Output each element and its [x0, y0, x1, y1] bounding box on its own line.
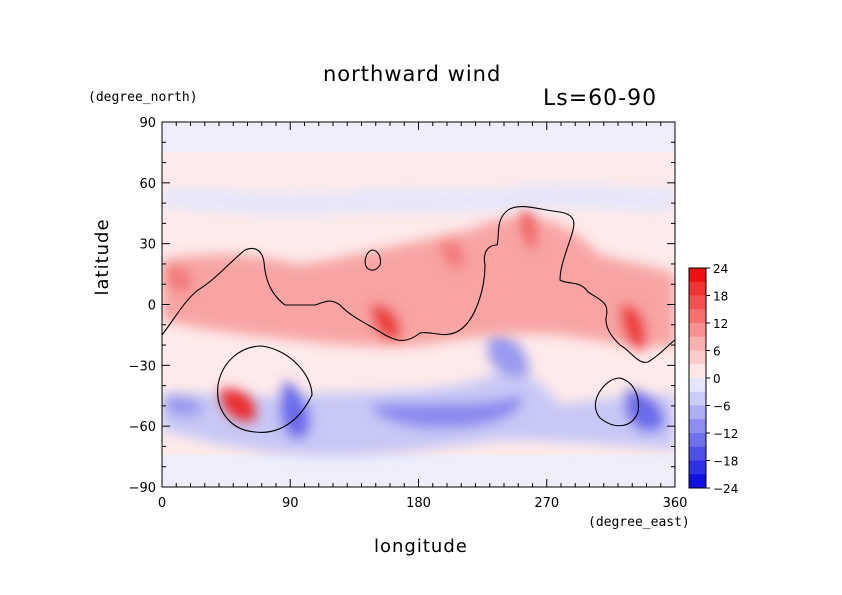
warm-core-n	[440, 239, 465, 271]
colorbar-swatch	[689, 281, 706, 296]
pale-blue-north	[162, 183, 675, 216]
colorbar-swatch	[689, 446, 706, 461]
contour-field	[162, 122, 675, 487]
plot-area	[161, 121, 676, 488]
cold-west	[165, 394, 205, 417]
season-label: Ls=60-90	[543, 86, 658, 111]
colorbar-swatch	[689, 309, 706, 324]
contour-south-west-loop	[217, 345, 313, 433]
chart-title: northward wind	[323, 62, 502, 86]
x-tick-label: 360	[663, 496, 688, 511]
colorbar-label: 24	[713, 262, 728, 276]
cold-core-ne	[488, 334, 530, 378]
y-tick-label: −30	[129, 359, 156, 374]
cold-core-mid	[370, 395, 522, 429]
warm-core-east	[620, 304, 647, 351]
warm-band	[162, 216, 675, 347]
y-tick-label: 90	[139, 116, 156, 131]
colorbar-label: −6	[713, 400, 731, 414]
y-axis: 90 60 30 0 −30 −60 −90	[129, 116, 675, 496]
warm-core-ne	[519, 205, 537, 250]
y-tick-label: 0	[148, 299, 156, 314]
colorbar-swatch	[689, 364, 706, 379]
cold-core-east	[625, 390, 665, 433]
colorbar-label: −24	[713, 482, 738, 496]
colorbar-label: 0	[713, 372, 721, 386]
x-tick-label: 180	[406, 496, 431, 511]
colorbar-swatch	[689, 433, 706, 448]
colorbar-label: 6	[713, 345, 721, 359]
colorbar-label: −12	[713, 427, 738, 441]
y-tick-label: −60	[129, 420, 156, 435]
colorbar-swatch	[689, 391, 706, 406]
colorbar-label: −18	[713, 455, 738, 469]
colorbar-label: 12	[713, 317, 728, 331]
colorbar-swatch	[689, 419, 706, 434]
y-tick-label: −90	[129, 481, 156, 496]
warm-spot-sw	[220, 389, 256, 421]
x-axis: 0 90 180 270 360	[158, 122, 688, 511]
topography-contours	[162, 206, 675, 433]
colorbar-swatch	[689, 268, 706, 283]
colorbar-swatch	[689, 323, 706, 338]
x-tick-label: 0	[158, 496, 166, 511]
colorbar-swatch	[689, 460, 706, 475]
colorbar-swatch	[689, 350, 706, 365]
colorbar-swatch	[689, 474, 706, 489]
colorbar-label: 18	[713, 290, 728, 304]
colorbar-swatch	[689, 378, 706, 393]
colorbar-swatch	[689, 295, 706, 310]
colorbar-swatch	[689, 405, 706, 420]
colorbar-swatch	[689, 336, 706, 351]
y-tick-label: 30	[139, 238, 156, 253]
colorbar: 24 18 12 6 0 −6 −12 −18 −24	[688, 262, 738, 496]
x-axis-unit: (degree_east)	[588, 515, 690, 530]
x-tick-label: 90	[282, 496, 299, 511]
contour-south-east-loop	[594, 377, 639, 427]
contour-small-loop	[364, 249, 382, 271]
warm-core-west	[165, 264, 193, 292]
warm-core-mid	[370, 304, 401, 341]
pale-blue-bands	[162, 183, 675, 216]
contour-main	[162, 206, 675, 363]
cold-band-group	[162, 334, 675, 457]
y-axis-unit: (degree_north)	[88, 90, 198, 105]
y-tick-label: 60	[139, 177, 156, 192]
warm-band-group	[162, 205, 675, 421]
x-axis-label: longitude	[374, 536, 468, 557]
x-tick-label: 270	[534, 496, 559, 511]
